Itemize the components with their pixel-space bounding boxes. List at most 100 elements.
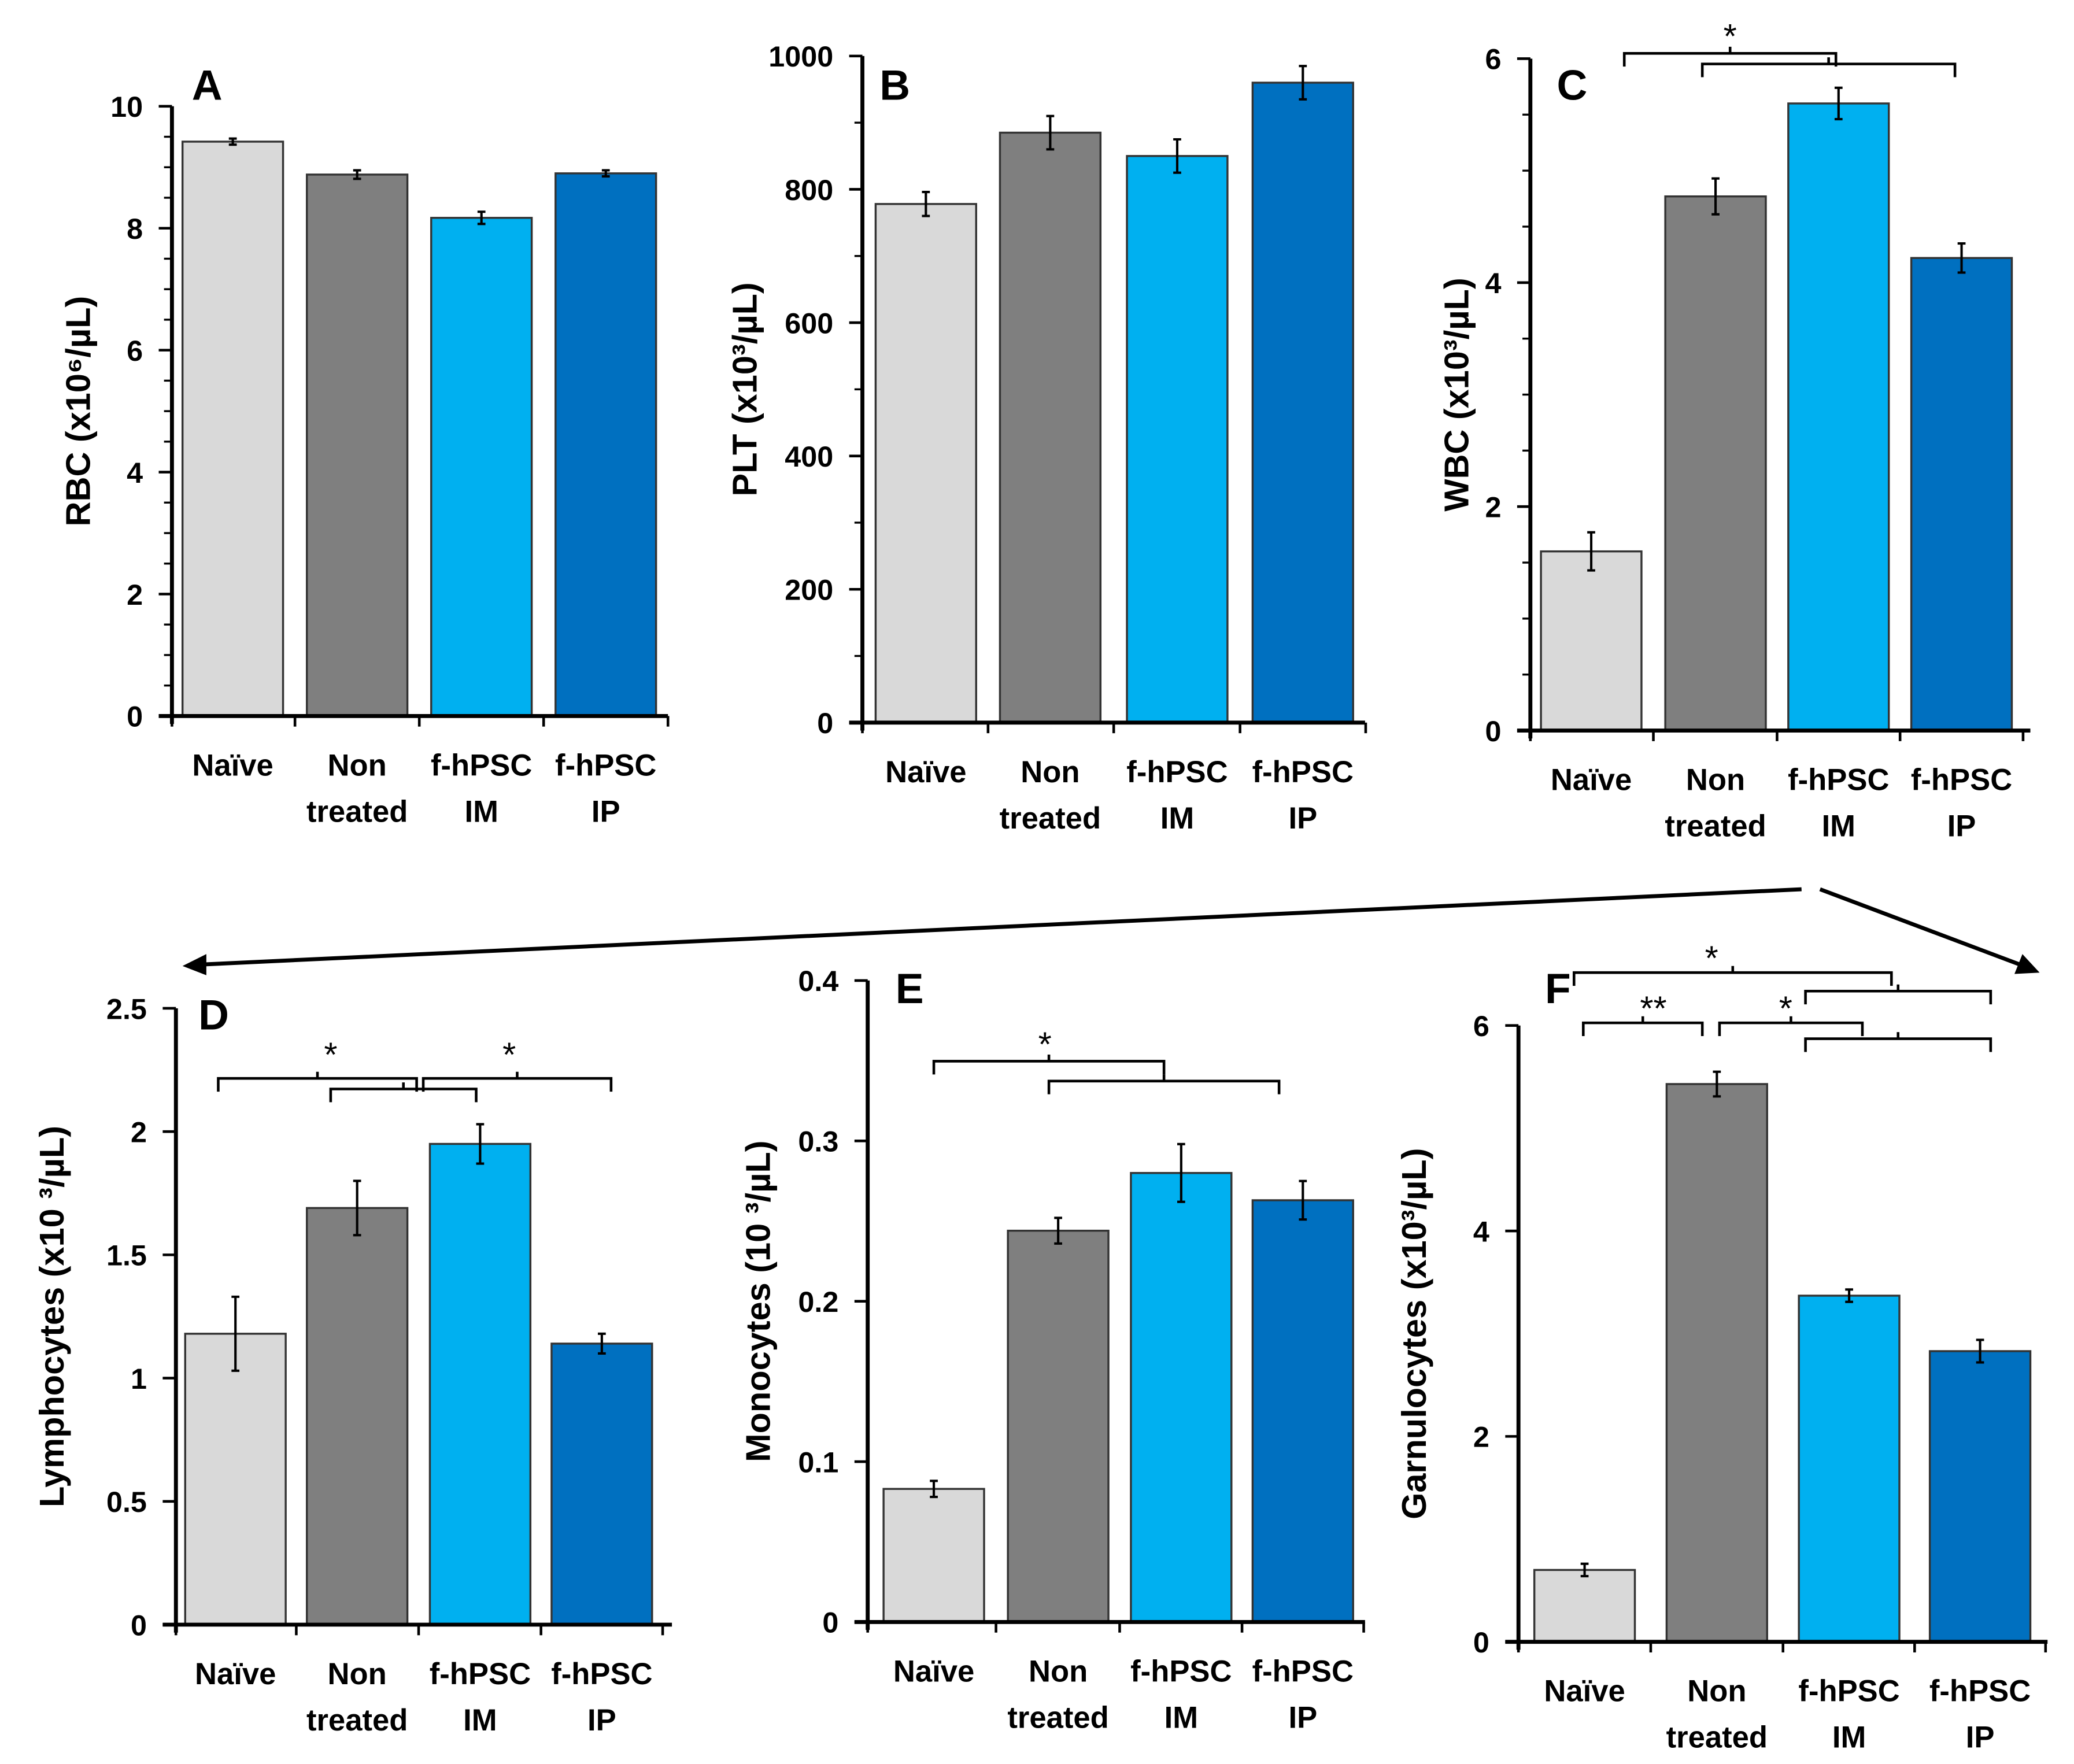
arrow-to-d bbox=[182, 887, 1802, 975]
significance-marker: * bbox=[324, 1036, 337, 1074]
y-tick-label: 400 bbox=[785, 440, 833, 473]
error-bar bbox=[922, 191, 930, 217]
error-bar bbox=[1046, 114, 1055, 151]
error-bar bbox=[1845, 1288, 1853, 1303]
y-tick-label: 0.1 bbox=[798, 1445, 838, 1478]
error-bar bbox=[1957, 242, 1966, 274]
bar-c-2 bbox=[1787, 102, 1890, 732]
error-bar bbox=[1299, 65, 1307, 101]
y-tick-label: 0 bbox=[1485, 715, 1501, 748]
error-bar bbox=[353, 169, 361, 180]
category-label: treated bbox=[1665, 809, 1766, 844]
y-tick-label: 6 bbox=[1473, 1009, 1489, 1042]
y-tick-label: 0 bbox=[822, 1606, 838, 1639]
bar-a-2 bbox=[430, 217, 533, 718]
y-tick-label: 4 bbox=[127, 456, 143, 489]
y-tick-label: 0 bbox=[817, 707, 833, 739]
significance-bracket bbox=[329, 1082, 478, 1103]
error-bar bbox=[1711, 177, 1720, 216]
panel-letter: F bbox=[1545, 965, 1571, 1012]
bar-e-0 bbox=[882, 1488, 985, 1624]
error-bar bbox=[1713, 1070, 1721, 1098]
category-label: Non bbox=[328, 1657, 387, 1691]
category-label: treated bbox=[1007, 1700, 1108, 1735]
y-tick-label: 0.3 bbox=[798, 1125, 838, 1158]
bar-f-0 bbox=[1533, 1569, 1636, 1643]
category-label: Naïve bbox=[195, 1657, 276, 1691]
y-tick-label: 10 bbox=[110, 90, 143, 123]
category-label: f-hPSC bbox=[1130, 1654, 1232, 1688]
error-bar bbox=[1587, 531, 1595, 572]
significance-marker: * bbox=[1705, 939, 1718, 978]
category-label: f-hPSC bbox=[1798, 1674, 1899, 1708]
category-label: treated bbox=[1666, 1721, 1768, 1755]
category-label: Naïve bbox=[893, 1654, 974, 1688]
y-axis-label: RBC (x10⁶/µL) bbox=[59, 296, 98, 527]
bar-a-0 bbox=[181, 140, 284, 718]
error-bar bbox=[476, 1123, 485, 1165]
category-label: f-hPSC bbox=[551, 1657, 652, 1691]
category-label: Non bbox=[1029, 1654, 1088, 1688]
y-tick-label: 2 bbox=[127, 578, 143, 611]
bar-c-3 bbox=[1910, 257, 2013, 732]
y-axis-label: Lymphocytes (x10 ³/µL) bbox=[32, 1126, 71, 1507]
chart-panel-a: Naïve Non treated f-hPSC IM f-hPSC IP 0 2 4 6 8 10 RB… bbox=[59, 61, 670, 829]
category-label: IP bbox=[1966, 1721, 1995, 1755]
y-tick-label: 0.4 bbox=[798, 964, 838, 997]
y-tick-label: 4 bbox=[1485, 267, 1501, 299]
bar-b-0 bbox=[874, 203, 977, 724]
arrow-to-f bbox=[1819, 887, 2040, 974]
y-tick-label: 2.5 bbox=[106, 992, 147, 1025]
y-tick-label: 2 bbox=[1473, 1421, 1489, 1454]
y-tick-label: 0.2 bbox=[798, 1285, 838, 1318]
category-label: f-hPSC bbox=[1788, 763, 1889, 797]
bar-c-0 bbox=[1540, 550, 1643, 732]
significance-marker: * bbox=[1779, 989, 1792, 1028]
error-bar bbox=[353, 1179, 361, 1237]
category-label: IM bbox=[1832, 1721, 1866, 1755]
category-label: Non bbox=[1686, 763, 1745, 797]
category-label: f-hPSC bbox=[430, 1657, 531, 1691]
y-tick-label: 0 bbox=[131, 1608, 147, 1641]
category-label: IM bbox=[463, 1703, 497, 1737]
category-label: treated bbox=[306, 1703, 408, 1737]
error-bar bbox=[598, 1332, 606, 1355]
y-tick-label: 6 bbox=[127, 334, 143, 367]
bar-e-1 bbox=[1007, 1229, 1110, 1624]
significance-bracket bbox=[1700, 57, 1957, 77]
y-tick-label: 200 bbox=[785, 574, 833, 607]
significance-bracket bbox=[1572, 966, 1893, 986]
error-bar bbox=[231, 1295, 240, 1372]
significance-marker: * bbox=[502, 1036, 516, 1074]
error-bar bbox=[1299, 1179, 1307, 1221]
y-tick-label: 4 bbox=[1473, 1215, 1489, 1248]
category-label: treated bbox=[306, 794, 408, 829]
panel-letter: E bbox=[896, 965, 924, 1012]
category-label: IP bbox=[1288, 801, 1317, 835]
bar-a-3 bbox=[554, 172, 657, 718]
category-label: IM bbox=[464, 794, 498, 829]
significance-bracket bbox=[932, 1055, 1166, 1075]
y-tick-label: 8 bbox=[127, 212, 143, 245]
y-tick-label: 6 bbox=[1485, 43, 1501, 76]
significance-bracket bbox=[1804, 984, 1992, 1005]
bar-b-1 bbox=[999, 131, 1102, 724]
category-label: Naïve bbox=[1544, 1674, 1625, 1708]
category-label: IP bbox=[591, 794, 620, 829]
y-tick-label: 2 bbox=[131, 1115, 147, 1148]
error-bar bbox=[1173, 138, 1181, 174]
chart-panel-d: Naïve Non treated f-hPSC IM f-hPSC IP 0 0.5 1 1.5 2… bbox=[32, 992, 672, 1737]
category-label: IP bbox=[1947, 809, 1976, 844]
bar-b-2 bbox=[1126, 155, 1229, 724]
bar-f-1 bbox=[1665, 1083, 1768, 1643]
bar-e-3 bbox=[1251, 1199, 1354, 1624]
y-axis-label: WBC (x10³/µL) bbox=[1437, 278, 1476, 511]
significance-bracket bbox=[422, 1071, 613, 1092]
category-label: f-hPSC bbox=[1929, 1674, 2031, 1708]
panel-letter: B bbox=[879, 61, 910, 109]
chart-panel-b: Naïve Non treated f-hPSC IM f-hPSC IP 0 200 400 60… bbox=[726, 40, 1367, 835]
y-axis-label: Garnulocytes (x10³/µL) bbox=[1395, 1148, 1433, 1519]
y-tick-label: 1.5 bbox=[106, 1239, 147, 1272]
significance-bracket bbox=[217, 1071, 418, 1092]
